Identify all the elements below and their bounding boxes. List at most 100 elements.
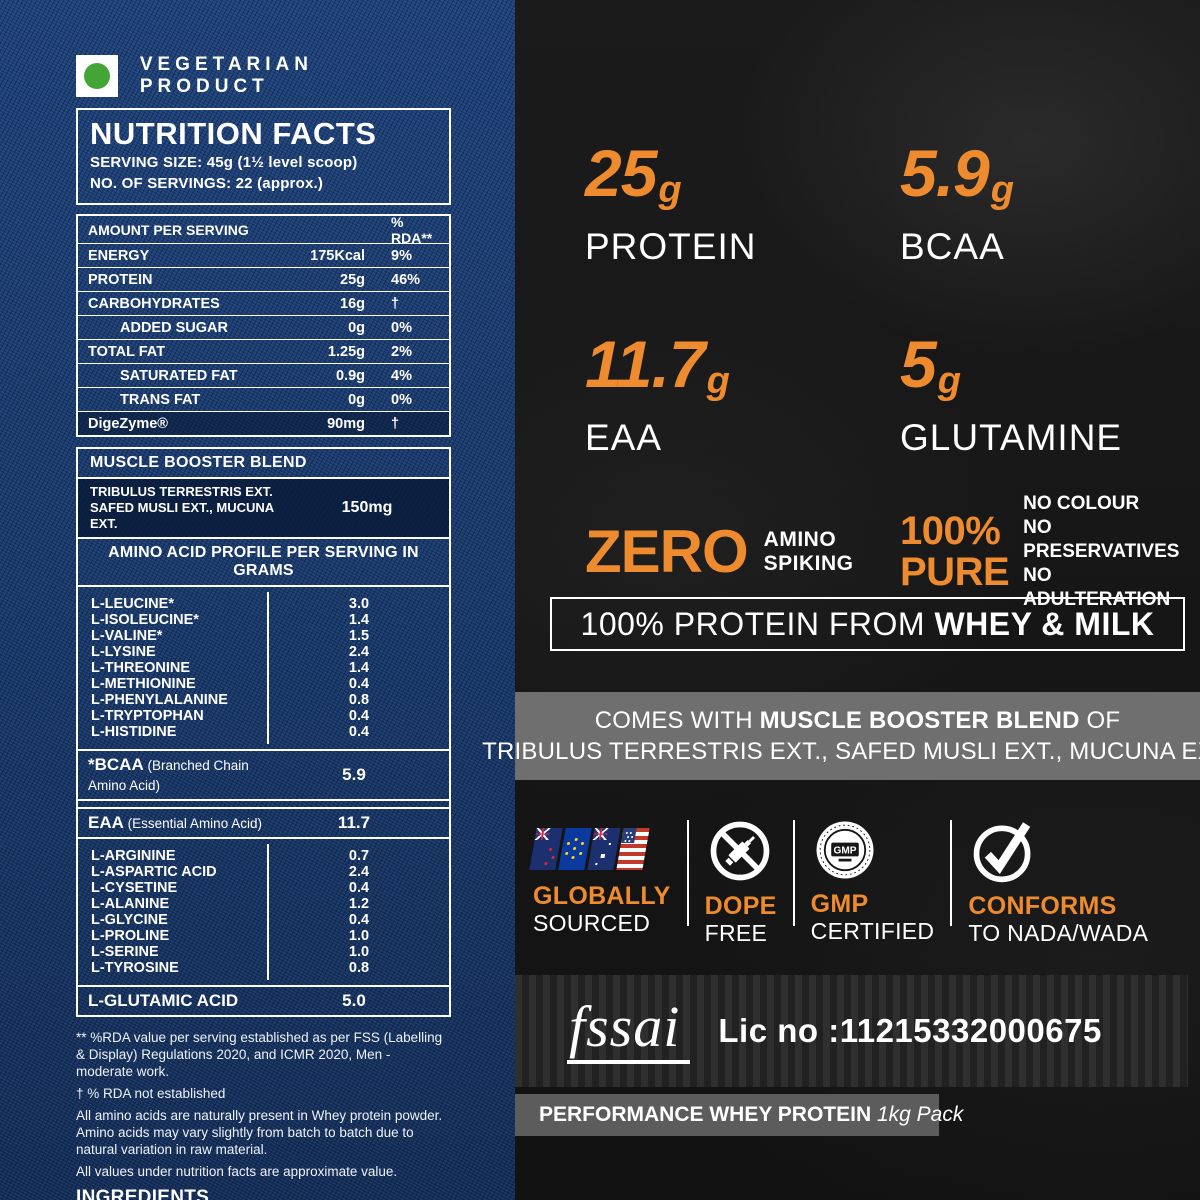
- amino-value: 1.4: [348, 612, 370, 628]
- zero-word: ZERO: [585, 518, 749, 585]
- fssai-license-number: Lic no :11215332000675: [718, 1012, 1102, 1049]
- fssai-logo: fssai: [567, 998, 691, 1064]
- stat-glutamine: 5g GLUTAMINE: [900, 329, 1174, 460]
- stat-unit: g: [990, 169, 1014, 211]
- amino-value: 1.5: [348, 628, 370, 644]
- stat-value: 5.9: [900, 136, 990, 210]
- eaa-sub: (Essential Amino Acid): [123, 816, 262, 831]
- claims-panel: 25 g PROTEIN 5.9g BCAA 11.7 g EAA 5g GLUTA…: [482, 0, 1200, 1200]
- amino-label: L-CYSETINE: [91, 880, 178, 896]
- nutrition-table-header: AMOUNT PER SERVING % RDA**: [78, 213, 449, 246]
- pure-claim: 100% PURE NO COLOUR NO PRESERVATIVES NO …: [900, 492, 1180, 612]
- amino-group2: L-ARGININE L-ASPARTIC ACID L-CYSETINE L-…: [78, 839, 449, 985]
- stat-label: BCAA: [900, 226, 1005, 267]
- table-row: ADDED SUGAR 0g 0%: [78, 315, 449, 339]
- flag-newzealand-icon: [529, 828, 563, 870]
- bcaa-sub: (Branched Chain Amino Acid): [88, 758, 249, 793]
- pure-item: NO PRESERVATIVES: [1023, 517, 1180, 562]
- bcaa-total-row: *BCAA (Branched Chain Amino Acid) 5.9: [78, 749, 449, 801]
- booster-ingredient-line2: SAFED MUSLI EXT., MUCUNA EXT.: [90, 500, 274, 531]
- band-line2: TRIBULUS TERRESTRIS EXT., SAFED MUSLI EX…: [482, 738, 1200, 765]
- amino-label: L-PHENYLALANINE: [91, 692, 228, 708]
- amino-profile-title: AMINO ACID PROFILE PER SERVING IN GRAMS: [78, 539, 449, 587]
- amino-value: 0.4: [348, 912, 370, 928]
- table-row: TOTAL FAT 1.25g 2%: [78, 339, 449, 363]
- whey-milk-banner: 100% PROTEIN FROM WHEY & MILK: [550, 597, 1185, 651]
- footnote-amino: All amino acids are naturally present in…: [76, 1108, 443, 1157]
- col-rda: % RDA**: [391, 213, 433, 246]
- amino-label: L-ISOLEUCINE*: [91, 612, 199, 628]
- band-suffix: OF: [1079, 707, 1121, 734]
- stat-bcaa: 5.9g BCAA: [900, 138, 1174, 269]
- badge-title: GMP: [810, 890, 869, 918]
- badge-nada-wada: CONFORMS TO NADA/WADA: [968, 816, 1148, 946]
- badge-globally-sourced: GLOBALLY SOURCED: [529, 816, 671, 936]
- amino-label: L-GLYCINE: [91, 912, 168, 928]
- amino-label: L-TRYPTOPHAN: [91, 708, 204, 724]
- fssai-license-band: fssai Lic no :11215332000675: [515, 975, 1188, 1087]
- stat-label: GLUTAMINE: [900, 417, 1123, 458]
- amino-label: L-METHIONINE: [91, 676, 196, 692]
- badge-subtitle: SOURCED: [533, 910, 651, 936]
- glutamic-value: 5.0: [342, 991, 366, 1010]
- col-amount: AMOUNT PER SERVING: [88, 221, 249, 238]
- amino-value: 2.4: [348, 644, 370, 660]
- amino-label: L-LEUCINE*: [91, 596, 174, 612]
- zero-line2: SPIKING: [763, 552, 854, 575]
- bcaa-value: 5.9: [342, 765, 366, 784]
- amino-value: 0.7: [348, 848, 370, 864]
- footnote-approx: All values under nutrition facts are app…: [76, 1164, 398, 1179]
- amino-label: L-ARGININE: [91, 848, 176, 864]
- divider: [792, 820, 795, 926]
- amino-label: L-TYROSINE: [91, 960, 179, 976]
- amino-label: L-VALINE*: [91, 628, 163, 644]
- amino-group1: L-LEUCINE* L-ISOLEUCINE* L-VALINE* L-LYS…: [78, 587, 449, 749]
- stat-value: 11.7: [585, 327, 706, 401]
- band-bold: MUSCLE BOOSTER BLEND: [759, 707, 1080, 734]
- footnote-rda: ** %RDA value per serving established as…: [76, 1030, 443, 1079]
- amino-label: L-LYSINE: [91, 644, 156, 660]
- amino-label: L-PROLINE: [91, 928, 170, 944]
- bcaa-label: *BCAA: [88, 755, 144, 774]
- badge-subtitle: CERTIFIED: [810, 918, 935, 944]
- nutrition-panel: VEGETARIAN PRODUCT NUTRITION FACTS SERVI…: [0, 0, 515, 1200]
- badge-title: DOPE: [704, 892, 777, 920]
- amino-label: L-HISTIDINE: [91, 724, 177, 740]
- nutrition-facts-header: NUTRITION FACTS SERVING SIZE: 45g (1½ le…: [76, 108, 451, 205]
- glutamic-label: L-GLUTAMIC ACID: [88, 991, 239, 1010]
- nutrition-facts-title: NUTRITION FACTS: [90, 116, 377, 151]
- ingredients-title: INGREDIENTS: [76, 1187, 210, 1200]
- amino-value: 3.0: [348, 596, 370, 612]
- divider: [686, 820, 689, 926]
- muscle-booster-row: TRIBULUS TERRESTRIS EXT. SAFED MUSLI EXT…: [78, 477, 449, 539]
- stat-value: 25: [585, 136, 657, 210]
- stat-label: EAA: [585, 417, 663, 458]
- pure-item: NO COLOUR: [1023, 493, 1140, 514]
- amino-value: 0.4: [348, 676, 370, 692]
- flags-icon: [529, 816, 671, 876]
- certification-badges: GLOBALLY SOURCED: [529, 816, 1200, 946]
- amino-label: L-THREONINE: [91, 660, 191, 676]
- band-prefix: COMES WITH: [594, 707, 760, 734]
- vegetarian-badge: VEGETARIAN PRODUCT: [76, 54, 451, 98]
- product-name: PERFORMANCE WHEY PROTEIN: [539, 1103, 872, 1126]
- amino-value: 1.4: [348, 660, 370, 676]
- footnote-dagger: † % RDA not established: [76, 1086, 226, 1101]
- table-row: ENERGY 175Kcal 9%: [78, 243, 449, 267]
- amino-value: 0.8: [348, 692, 370, 708]
- stat-unit: g: [937, 360, 961, 402]
- amino-value: 2.4: [348, 864, 370, 880]
- glutamic-acid-row: L-GLUTAMIC ACID 5.0: [78, 985, 449, 1015]
- vegetarian-icon: [76, 55, 118, 97]
- booster-band: COMES WITH MUSCLE BOOSTER BLEND OF TRIBU…: [482, 692, 1200, 780]
- table-row: TRANS FAT 0g 0%: [78, 387, 449, 411]
- whey-prefix: 100% PROTEIN FROM: [580, 605, 935, 642]
- badge-title: CONFORMS: [968, 892, 1117, 920]
- amino-label: L-ALANINE: [91, 896, 170, 912]
- gmp-seal-text: GMP: [833, 846, 856, 857]
- booster-ingredient-line1: TRIBULUS TERRESTRIS EXT.: [90, 484, 273, 499]
- stat-label: PROTEIN: [585, 226, 757, 267]
- dope-free-icon: [705, 816, 777, 886]
- amino-label: L-ASPARTIC ACID: [91, 864, 217, 880]
